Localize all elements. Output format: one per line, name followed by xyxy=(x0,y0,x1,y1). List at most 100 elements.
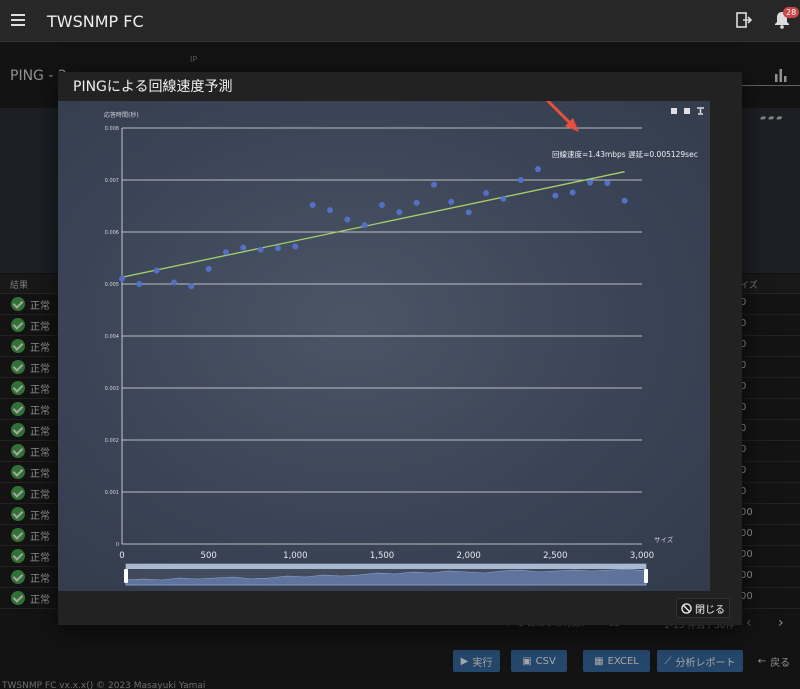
arrow-left-icon: ← xyxy=(757,655,767,667)
status-text: 正常 xyxy=(30,364,50,375)
data-view-icon xyxy=(684,108,690,114)
excel-icon: ▦ xyxy=(594,655,604,667)
y-tick-label: 0.007 xyxy=(105,178,119,184)
data-point xyxy=(327,207,333,214)
y-tick-label: 0.005 xyxy=(105,282,119,288)
x-tick-label: 0 xyxy=(119,551,124,561)
zoom-handle-right xyxy=(644,569,648,583)
data-point xyxy=(604,180,611,187)
data-point xyxy=(587,179,593,186)
data-point xyxy=(517,177,524,183)
size-cell: 0 xyxy=(740,423,747,434)
dialog-footer xyxy=(58,591,742,625)
app-title: TWSNMP FC xyxy=(47,12,144,31)
save-image-icon xyxy=(697,107,704,115)
check-circle-icon xyxy=(11,444,25,458)
csv-button[interactable]: ▣ CSV xyxy=(511,650,567,672)
prev-page-icon[interactable]: ‹ xyxy=(746,615,752,631)
status-text: 正常 xyxy=(30,532,50,543)
back-button[interactable]: ← 戻る xyxy=(757,655,791,669)
size-cell: 0 xyxy=(740,486,747,497)
data-point xyxy=(153,267,160,274)
logout-icon[interactable] xyxy=(736,12,752,28)
close-button[interactable]: 閉じる xyxy=(676,598,730,618)
size-cell: 00 xyxy=(740,528,753,539)
x-axis-title: サイズ xyxy=(654,535,674,544)
scatter-chart[interactable]: 0 0.001 0.002 0.003 0.004 0.005 0.006 0.007 0.00… xyxy=(58,95,710,591)
bar-chart-icon[interactable] xyxy=(774,68,788,82)
check-circle-icon xyxy=(11,423,25,437)
status-text: 正常 xyxy=(30,511,50,522)
red-arrow-head xyxy=(565,118,579,132)
check-circle-icon xyxy=(11,381,25,395)
dialog-title: PINGによる回線速度予測 xyxy=(73,79,233,95)
size-cell: 00 xyxy=(740,570,753,581)
y-tick-label: 0.006 xyxy=(105,230,119,236)
data-point xyxy=(552,192,559,199)
check-circle-icon xyxy=(11,360,25,374)
data-point xyxy=(500,195,507,202)
status-text: 正常 xyxy=(30,406,50,417)
chart-panel: 0 0.001 0.002 0.003 0.004 0.005 0.006 0.007 0.00… xyxy=(58,95,710,591)
search-underline xyxy=(740,85,800,86)
status-text: 正常 xyxy=(30,553,50,564)
y-tick-label: 0 xyxy=(116,542,119,548)
y-tick-label: 0.004 xyxy=(105,334,119,340)
status-text: 正常 xyxy=(30,385,50,396)
data-point xyxy=(275,245,281,252)
x-tick-label: 1,500 xyxy=(370,551,394,561)
size-cell: 0 xyxy=(740,381,747,392)
copyright: TWSNMP FC vx.x.x() © 2023 Masayuki Yamai xyxy=(2,681,206,689)
data-point xyxy=(621,197,628,204)
size-cell: 00 xyxy=(740,591,753,602)
check-circle-icon xyxy=(11,528,25,542)
data-point xyxy=(465,209,472,216)
report-button[interactable]: ⟋ 分析レポート xyxy=(657,650,743,672)
size-cell: 0 xyxy=(740,297,747,308)
data-point xyxy=(569,189,576,196)
check-circle-icon xyxy=(11,402,25,416)
status-text: 正常 xyxy=(30,301,50,312)
size-cell: 0 xyxy=(740,465,747,476)
x-tick-label: 500 xyxy=(201,551,217,561)
size-cell: 0 xyxy=(740,318,747,329)
status-text: 正常 xyxy=(30,343,50,354)
data-point xyxy=(171,279,177,286)
regression-line xyxy=(121,171,625,278)
data-point xyxy=(448,198,455,205)
file-icon: ▣ xyxy=(522,655,532,667)
red-arrow xyxy=(542,95,575,128)
y-tick-label: 0.002 xyxy=(105,438,119,444)
data-point xyxy=(223,249,229,256)
y-axis-title: 応答時間(秒) xyxy=(104,111,139,119)
status-text: 正常 xyxy=(30,448,50,459)
size-cell: 00 xyxy=(740,549,753,560)
y-tick-label: 0.001 xyxy=(105,490,119,496)
check-circle-icon xyxy=(11,339,25,353)
size-cell: 0 xyxy=(740,339,747,350)
excel-button[interactable]: ▦ EXCEL xyxy=(583,650,650,672)
column-header-size[interactable]: イズ xyxy=(740,281,758,291)
chart-line-icon: ⟋ xyxy=(664,655,672,667)
column-header-result[interactable]: 結果 xyxy=(10,281,29,291)
menu-icon[interactable] xyxy=(11,14,25,26)
data-point xyxy=(188,283,195,290)
size-cell: 0 xyxy=(740,360,747,371)
data-point xyxy=(292,243,299,250)
notification-badge: 28 xyxy=(783,7,800,18)
run-button[interactable]: ▶ 実行 xyxy=(453,650,500,672)
chart-toolbox-icons[interactable]: ▰▰▰ xyxy=(760,113,785,122)
ip-label: IP xyxy=(190,55,198,64)
data-point xyxy=(119,275,125,282)
next-page-icon[interactable]: › xyxy=(778,615,784,631)
check-circle-icon xyxy=(11,507,25,521)
y-tick-label: 0.003 xyxy=(105,386,119,392)
status-text: 正常 xyxy=(30,595,50,606)
x-tick-label: 2,000 xyxy=(456,551,480,561)
size-cell: 00 xyxy=(740,507,753,518)
size-cell: 0 xyxy=(740,402,747,413)
data-point xyxy=(205,265,212,272)
pagination-text: 1-15 件目 / 30件 xyxy=(664,621,735,631)
check-circle-icon xyxy=(11,570,25,584)
data-point xyxy=(535,166,541,173)
